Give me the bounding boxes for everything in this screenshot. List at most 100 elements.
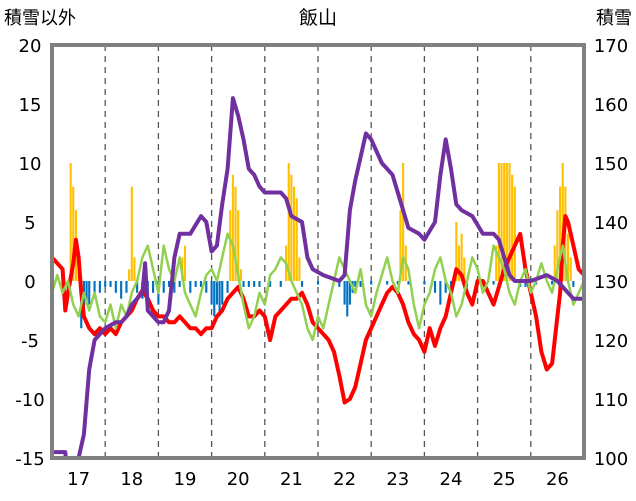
- bar-41: [234, 186, 237, 281]
- bar-80: [463, 257, 466, 281]
- bar-42: [237, 210, 240, 281]
- left-axis-label: 積雪以外: [4, 8, 76, 29]
- bar-67: [396, 281, 399, 285]
- right-tick-label-5: 150: [594, 154, 628, 175]
- bar-47: [258, 281, 261, 287]
- bar-7: [88, 281, 91, 305]
- x-tick-label-6: 23: [386, 469, 409, 490]
- left-tick-label-5: 10: [19, 154, 42, 175]
- bar-40: [231, 174, 234, 281]
- bar-78: [457, 245, 461, 281]
- left-axis-ticks: -15 -10 -5 0 5 10 15 20: [15, 36, 44, 470]
- bar-30: [194, 281, 197, 287]
- bar-75: [444, 281, 447, 293]
- bar-24: [167, 281, 171, 287]
- right-tick-label-2: 120: [594, 331, 628, 352]
- bar-64: [359, 281, 362, 287]
- bar-10: [104, 281, 107, 287]
- bar-51: [287, 163, 290, 281]
- left-tick-label-0: -15: [15, 449, 44, 470]
- x-tick-label-4: 21: [280, 469, 303, 490]
- bar-95: [551, 281, 554, 285]
- bar-21: [152, 281, 155, 293]
- purple-line: [50, 96, 586, 460]
- right-tick-label-0: 100: [594, 449, 628, 470]
- right-tick-label-3: 130: [594, 272, 628, 293]
- bar-63: [354, 281, 357, 287]
- bar-73: [433, 281, 437, 293]
- bar-49: [279, 281, 282, 287]
- bar-39: [229, 210, 232, 281]
- bar-59: [343, 281, 346, 305]
- bar-87: [503, 163, 506, 281]
- green-line: [50, 232, 586, 342]
- bar-34: [213, 281, 216, 317]
- x-tick-label-1: 18: [120, 469, 143, 490]
- left-tick-label-3: 0: [24, 272, 35, 293]
- bar-33: [210, 281, 213, 305]
- bar-83: [492, 281, 495, 285]
- left-tick-label-6: 15: [19, 95, 42, 116]
- bar-102: [569, 257, 572, 281]
- bar-16: [130, 186, 133, 281]
- bar-43: [239, 269, 242, 281]
- bar-12: [114, 281, 117, 293]
- x-axis-ticks: 17 18 19 20 21 22 23 24 25 26: [67, 469, 569, 490]
- bar-28: [183, 245, 187, 281]
- bar-14: [125, 281, 128, 293]
- bar-38: [226, 281, 229, 293]
- right-tick-label-1: 110: [594, 390, 628, 411]
- right-tick-label-7: 170: [594, 36, 628, 57]
- plot-frame: [50, 43, 586, 460]
- bar-60: [346, 281, 349, 317]
- bar-37: [221, 281, 224, 305]
- bar-32: [205, 281, 208, 293]
- bar-56: [300, 281, 304, 287]
- bar-26: [178, 281, 181, 287]
- bar-91: [513, 186, 516, 281]
- right-axis-ticks: 100 110 120 130 140 150 160 170: [594, 36, 628, 470]
- bar-72: [423, 281, 426, 285]
- bar-48: [269, 281, 272, 287]
- right-axis-label: 積雪: [596, 8, 632, 29]
- bar-45: [247, 281, 250, 287]
- bar-61: [348, 281, 351, 305]
- bar-89: [508, 163, 511, 281]
- bar-71: [407, 281, 410, 285]
- right-tick-label-6: 160: [594, 95, 628, 116]
- bar-55: [298, 257, 301, 281]
- bar-15: [128, 269, 131, 281]
- left-tick-label-2: -5: [21, 331, 39, 352]
- bar-29: [189, 281, 192, 293]
- bar-69: [402, 163, 405, 281]
- bar-103: [572, 281, 575, 287]
- left-tick-label-1: -10: [15, 390, 44, 411]
- bar-99: [561, 163, 564, 281]
- bar-65: [370, 281, 373, 285]
- bar-44: [242, 281, 245, 287]
- bar-77: [455, 222, 458, 281]
- bar-25: [173, 281, 176, 293]
- bar-98: [558, 186, 562, 281]
- x-tick-label-5: 22: [333, 469, 356, 490]
- bar-17: [133, 257, 136, 281]
- bar-9: [98, 281, 101, 293]
- bar-1: [72, 186, 75, 281]
- bar-96: [553, 245, 556, 281]
- bar-36: [218, 281, 221, 317]
- bar-79: [460, 233, 463, 281]
- bar-23: [162, 281, 165, 293]
- bar-101: [566, 233, 570, 281]
- bar-84: [495, 245, 498, 281]
- bar-90: [511, 174, 514, 281]
- bar-66: [386, 281, 389, 285]
- chart-title: 飯山: [299, 7, 337, 29]
- bar-58: [338, 281, 341, 287]
- bar-57: [316, 281, 320, 285]
- right-tick-label-4: 140: [594, 213, 628, 234]
- series-lines: [50, 96, 586, 460]
- bar-6: [85, 281, 88, 305]
- x-tick-label-9: 26: [546, 469, 569, 490]
- left-tick-label-7: 20: [19, 36, 42, 57]
